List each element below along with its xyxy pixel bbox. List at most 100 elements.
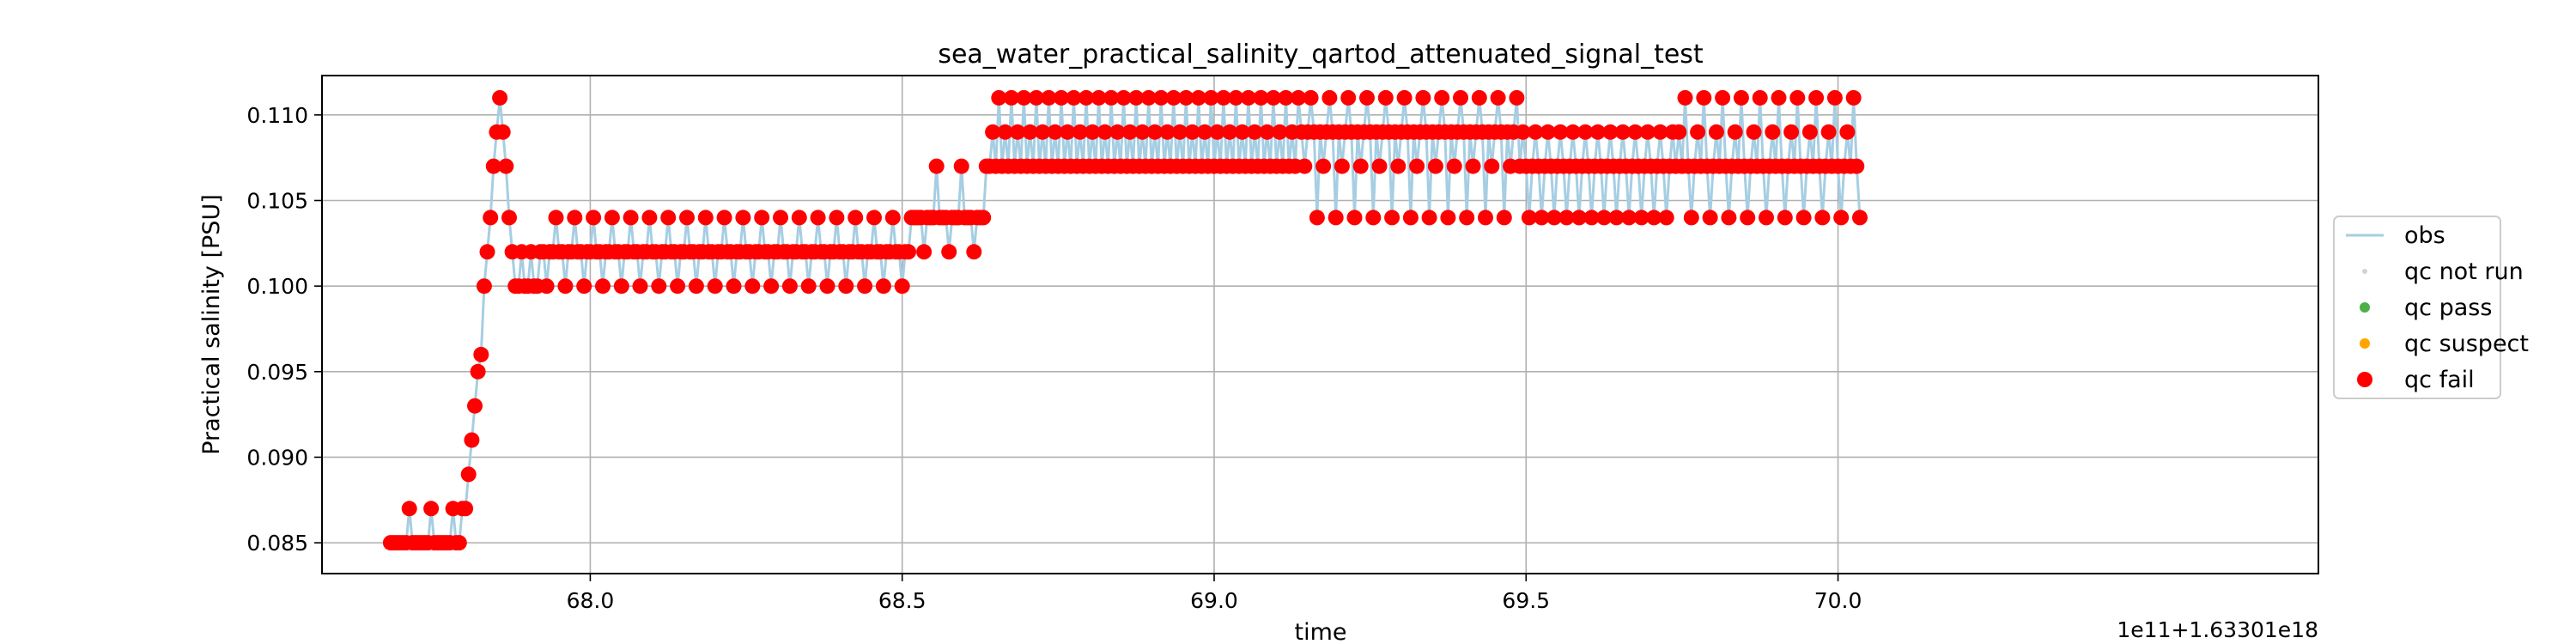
qc-fail-point: [1041, 89, 1057, 106]
qc-fail-point: [1765, 124, 1781, 140]
qc-fail-point: [1272, 124, 1288, 140]
qc-fail-point: [1346, 210, 1363, 226]
qc-fail-point: [1022, 124, 1038, 140]
qc-fail-point: [1222, 124, 1238, 140]
legend-frame: [2333, 216, 2501, 399]
qc-fail-point: [1671, 124, 1687, 140]
qc-fail-point: [1839, 124, 1856, 140]
qc-fail-point: [1178, 89, 1194, 106]
qc-fail-point: [492, 89, 508, 106]
qc-fail-point: [1658, 210, 1674, 226]
qc-fail-point: [848, 210, 864, 226]
y-tick-label: 0.095: [246, 360, 308, 385]
qc-fail-point: [1215, 89, 1231, 106]
qc-fail-point: [916, 244, 933, 260]
qc-fail-point: [1390, 158, 1406, 174]
qc-fail-point: [1303, 89, 1319, 106]
qc-fail-point: [1396, 89, 1413, 106]
qc-fail-point: [1589, 124, 1606, 140]
qc-fail-point: [670, 278, 686, 295]
qc-fail-point: [829, 210, 845, 226]
qc-fail-point: [857, 278, 873, 295]
qc-fail-point: [1421, 210, 1437, 226]
qc-fail-point: [679, 210, 695, 226]
qc-fail-point: [1826, 89, 1843, 106]
qc-fail-point: [1371, 158, 1388, 174]
qc-fail-point: [1690, 124, 1706, 140]
qc-fail-point: [1097, 124, 1113, 140]
qc-fail-point: [1266, 89, 1281, 106]
qc-fail-point: [997, 124, 1013, 140]
qc-fail-point: [1384, 210, 1400, 226]
qc-fail-point: [623, 210, 639, 226]
qc-fail-point: [819, 278, 835, 295]
qc-fail-point: [1340, 89, 1357, 106]
qc-fail-point: [1534, 210, 1550, 226]
x-axis-label: time: [1294, 619, 1346, 644]
qc-fail-point: [1727, 124, 1743, 140]
plot-frame: [321, 75, 2319, 574]
qc-fail-point: [1446, 158, 1462, 174]
qc-fail-point: [1440, 210, 1456, 226]
qc-fail-point: [1047, 124, 1063, 140]
qc-fail-point: [604, 210, 620, 226]
qc-fail-point: [1801, 124, 1818, 140]
qc-fail-point: [1054, 89, 1069, 106]
qc-fail-point: [1165, 89, 1182, 106]
qc-fail-point: [1740, 210, 1756, 226]
qc-fail-point: [894, 278, 910, 295]
qc-fail-point: [586, 210, 602, 226]
qc-fail-point: [1509, 89, 1525, 106]
qc-fail-point: [401, 501, 417, 517]
qc-fail-point: [1602, 124, 1619, 140]
qc-fail-point: [1577, 124, 1594, 140]
qc-fail-point: [791, 210, 807, 226]
qc-fail-point: [485, 158, 501, 174]
qc-fail-point: [498, 158, 514, 174]
qc-fail-point: [1010, 124, 1026, 140]
qc-fail-point: [479, 244, 495, 260]
y-tick-label: 0.100: [246, 274, 308, 299]
qc-fail-point: [495, 124, 511, 140]
legend: obs qc not run qc pass qc suspect qc fail: [2333, 216, 2529, 399]
qc-fail-point: [1291, 89, 1307, 106]
qc-fail-point: [1197, 124, 1213, 140]
qc-fail-point: [763, 278, 780, 295]
qc-fail-point: [941, 244, 957, 260]
qc-fail-point: [1377, 89, 1394, 106]
qc-fail-point: [567, 210, 583, 226]
qc-fail-point: [1253, 89, 1269, 106]
qc-fail-point: [1702, 210, 1718, 226]
qc-fail-point: [1203, 89, 1219, 106]
qc-fail-point: [1608, 210, 1625, 226]
qc-fail-point: [476, 278, 492, 295]
qc-fail-point: [632, 278, 648, 295]
qc-fail-point: [1147, 124, 1163, 140]
qc-fail-point: [810, 210, 826, 226]
qc-fail-point: [707, 278, 723, 295]
qc-fail-point: [773, 210, 788, 226]
qc-fail-point: [576, 278, 592, 295]
qc-fail-point: [557, 278, 574, 295]
qc-fail-point: [467, 398, 483, 414]
qc-fail-point: [1820, 124, 1837, 140]
qc-fail-point: [744, 278, 761, 295]
qc-fail-point: [1583, 210, 1600, 226]
qc-fail-point: [1297, 158, 1313, 174]
legend-label-qc-not-run: qc not run: [2404, 258, 2524, 285]
legend-label-qc-pass: qc pass: [2404, 295, 2492, 321]
y-tick-label: 0.085: [246, 531, 308, 556]
qc-fail-point: [1035, 124, 1051, 140]
qc-fail-point: [1309, 210, 1325, 226]
x-tick-label: 70.0: [1814, 588, 1862, 613]
qc-fail-point: [538, 278, 555, 295]
qc-fail-point: [838, 278, 854, 295]
qc-fail-point: [473, 346, 489, 362]
qc-fail-point: [1060, 124, 1076, 140]
qc-fail-point: [1234, 124, 1250, 140]
qc-fail-point: [1696, 89, 1712, 106]
qc-fail-point: [1028, 89, 1044, 106]
qc-fail-point: [1639, 124, 1656, 140]
qc-fail-point: [735, 210, 751, 226]
